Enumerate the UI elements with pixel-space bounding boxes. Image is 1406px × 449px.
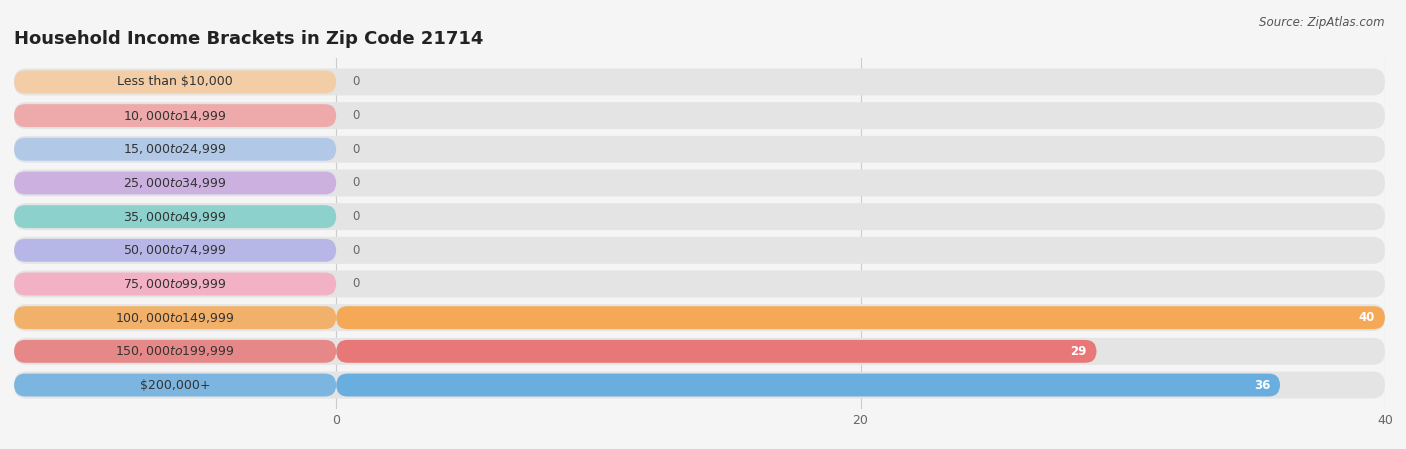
FancyBboxPatch shape <box>336 374 1279 396</box>
FancyBboxPatch shape <box>14 372 1385 399</box>
FancyBboxPatch shape <box>336 306 1385 329</box>
Text: 0: 0 <box>353 109 360 122</box>
FancyBboxPatch shape <box>14 239 336 262</box>
Text: $10,000 to $14,999: $10,000 to $14,999 <box>124 109 226 123</box>
FancyBboxPatch shape <box>336 340 1097 363</box>
FancyBboxPatch shape <box>14 270 1385 297</box>
FancyBboxPatch shape <box>14 306 336 329</box>
Text: $35,000 to $49,999: $35,000 to $49,999 <box>124 210 226 224</box>
Text: $200,000+: $200,000+ <box>139 379 211 392</box>
FancyBboxPatch shape <box>14 138 336 161</box>
FancyBboxPatch shape <box>14 68 1385 95</box>
Text: 0: 0 <box>353 176 360 189</box>
Text: 0: 0 <box>353 244 360 257</box>
Text: 0: 0 <box>353 143 360 156</box>
FancyBboxPatch shape <box>14 169 1385 197</box>
Text: 29: 29 <box>1070 345 1087 358</box>
FancyBboxPatch shape <box>14 273 336 295</box>
FancyBboxPatch shape <box>14 338 1385 365</box>
FancyBboxPatch shape <box>14 136 1385 163</box>
Text: $75,000 to $99,999: $75,000 to $99,999 <box>124 277 226 291</box>
FancyBboxPatch shape <box>14 205 336 228</box>
Text: $50,000 to $74,999: $50,000 to $74,999 <box>124 243 226 257</box>
Text: Household Income Brackets in Zip Code 21714: Household Income Brackets in Zip Code 21… <box>14 31 484 48</box>
Text: $150,000 to $199,999: $150,000 to $199,999 <box>115 344 235 358</box>
Text: 0: 0 <box>353 210 360 223</box>
FancyBboxPatch shape <box>14 340 336 363</box>
Text: $100,000 to $149,999: $100,000 to $149,999 <box>115 311 235 325</box>
Text: 0: 0 <box>353 277 360 291</box>
FancyBboxPatch shape <box>14 70 336 93</box>
Text: 36: 36 <box>1254 379 1270 392</box>
Text: Less than $10,000: Less than $10,000 <box>117 75 233 88</box>
FancyBboxPatch shape <box>14 203 1385 230</box>
FancyBboxPatch shape <box>14 304 1385 331</box>
Text: $15,000 to $24,999: $15,000 to $24,999 <box>124 142 226 156</box>
FancyBboxPatch shape <box>14 104 336 127</box>
Text: 0: 0 <box>353 75 360 88</box>
Text: 40: 40 <box>1358 311 1375 324</box>
FancyBboxPatch shape <box>14 102 1385 129</box>
Text: Source: ZipAtlas.com: Source: ZipAtlas.com <box>1260 16 1385 29</box>
FancyBboxPatch shape <box>14 237 1385 264</box>
Text: $25,000 to $34,999: $25,000 to $34,999 <box>124 176 226 190</box>
FancyBboxPatch shape <box>14 172 336 194</box>
FancyBboxPatch shape <box>14 374 336 396</box>
